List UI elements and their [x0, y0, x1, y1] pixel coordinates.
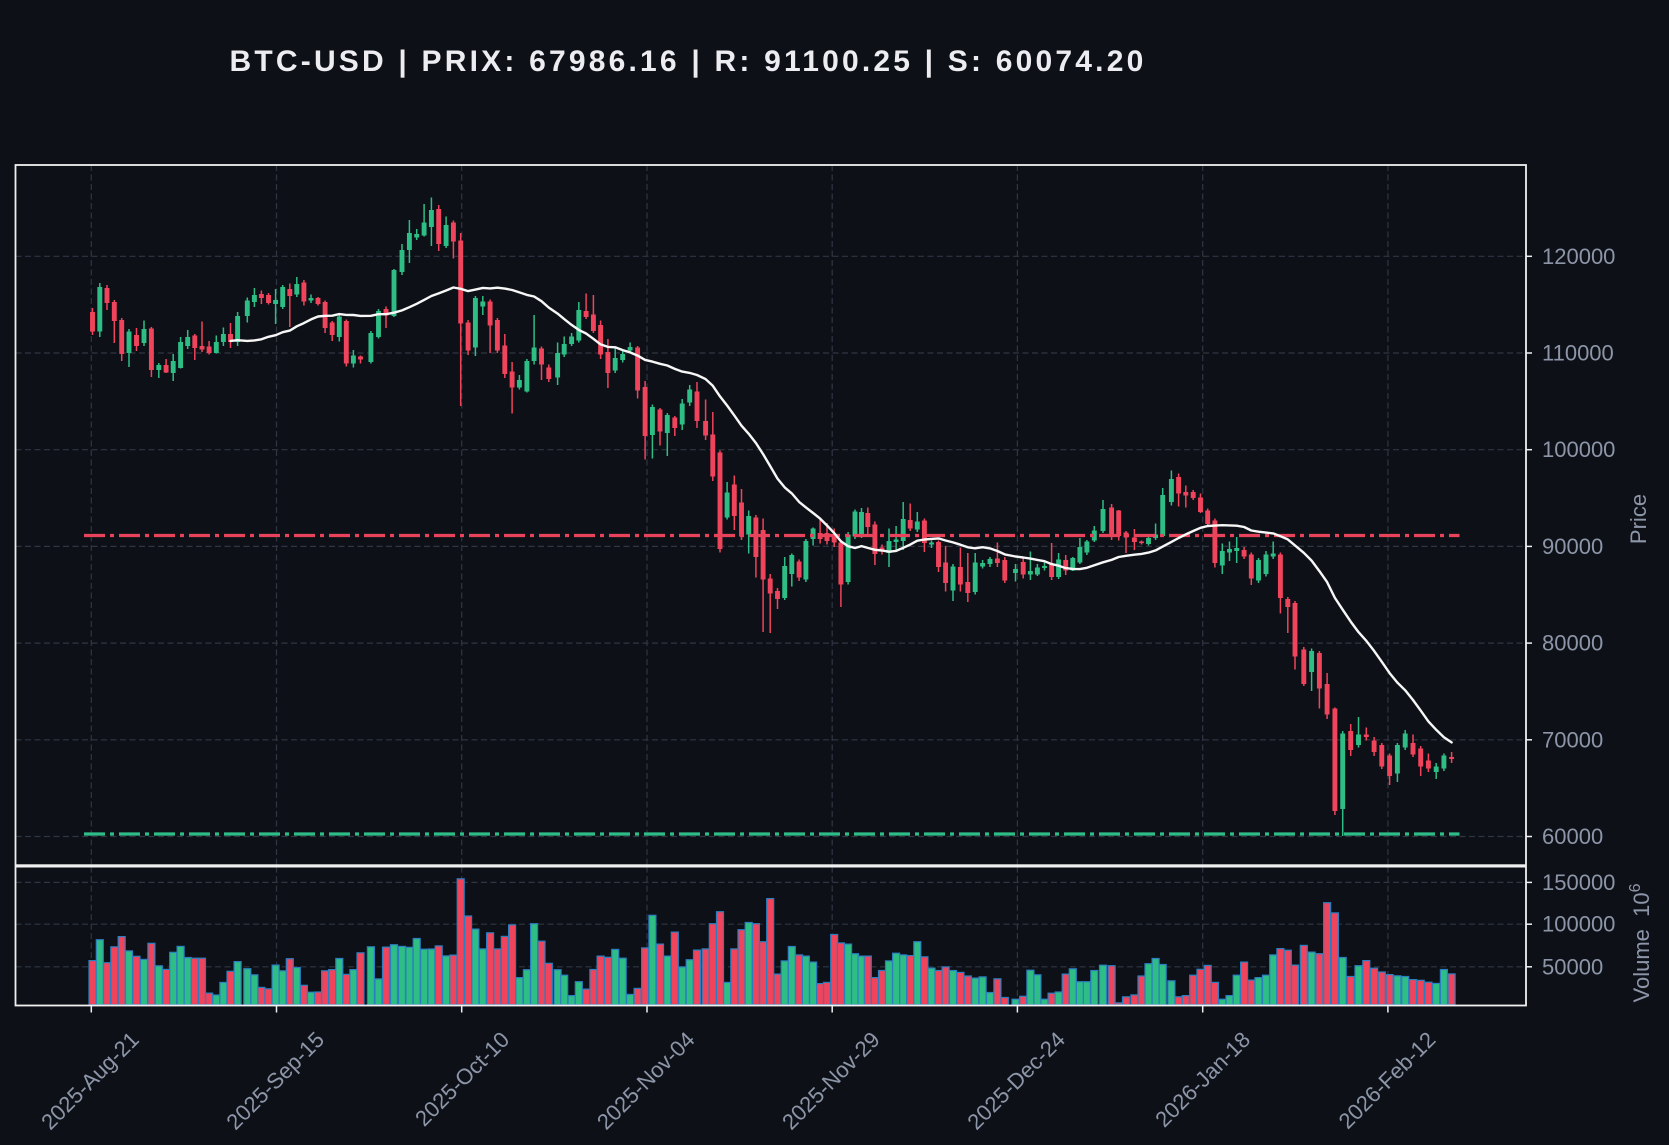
svg-text:2025-Nov-04: 2025-Nov-04	[592, 1027, 700, 1135]
svg-text:2026-Feb-12: 2026-Feb-12	[1334, 1027, 1441, 1134]
svg-text:BTC-USD | PRIX: 67986.16 | R:: BTC-USD | PRIX: 67986.16 | R: 91100.25 |…	[230, 45, 1147, 78]
svg-text:2025-Dec-24: 2025-Dec-24	[962, 1027, 1070, 1135]
svg-text:50000: 50000	[1542, 954, 1603, 979]
svg-text:110000: 110000	[1542, 341, 1614, 366]
svg-text:Volume 106: Volume 106	[1627, 883, 1654, 1002]
svg-text:2026-Jan-18: 2026-Jan-18	[1150, 1027, 1255, 1132]
svg-text:100000: 100000	[1542, 437, 1615, 462]
svg-text:90000: 90000	[1542, 534, 1603, 559]
svg-text:120000: 120000	[1542, 244, 1615, 269]
svg-text:150000: 150000	[1542, 870, 1615, 895]
svg-text:2025-Nov-29: 2025-Nov-29	[777, 1027, 885, 1135]
svg-text:70000: 70000	[1542, 727, 1603, 752]
svg-text:60000: 60000	[1542, 824, 1603, 849]
svg-text:80000: 80000	[1542, 631, 1603, 656]
svg-text:2025-Oct-10: 2025-Oct-10	[410, 1027, 514, 1131]
svg-text:2025-Sep-15: 2025-Sep-15	[221, 1027, 329, 1135]
svg-text:100000: 100000	[1542, 912, 1615, 937]
svg-text:2025-Aug-21: 2025-Aug-21	[36, 1027, 144, 1135]
svg-text:Price: Price	[1626, 494, 1651, 544]
